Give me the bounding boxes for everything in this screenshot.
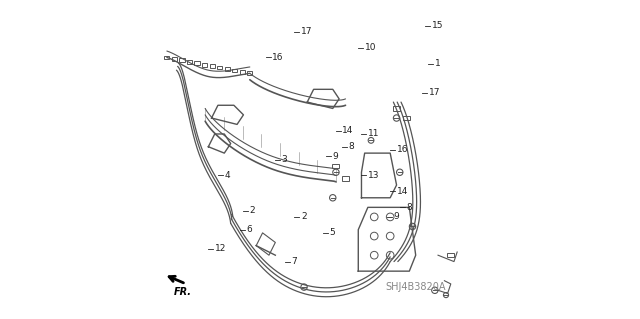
Bar bbox=[342, 176, 349, 181]
Bar bbox=[187, 60, 192, 64]
Bar bbox=[247, 71, 252, 75]
Text: 16: 16 bbox=[272, 53, 284, 62]
Bar bbox=[172, 57, 177, 61]
Text: 16: 16 bbox=[397, 145, 408, 154]
Bar bbox=[232, 69, 237, 72]
Text: FR.: FR. bbox=[174, 287, 192, 297]
Bar bbox=[240, 70, 245, 74]
Bar bbox=[209, 64, 214, 68]
Text: 9: 9 bbox=[333, 152, 339, 161]
Text: 7: 7 bbox=[291, 257, 297, 266]
Text: 13: 13 bbox=[368, 171, 380, 180]
Text: SHJ4B3820A: SHJ4B3820A bbox=[385, 282, 446, 292]
Text: 5: 5 bbox=[330, 228, 335, 237]
Bar bbox=[217, 66, 222, 70]
Bar bbox=[332, 164, 339, 168]
Text: 2: 2 bbox=[301, 212, 307, 221]
Text: 8: 8 bbox=[406, 203, 412, 212]
Text: 11: 11 bbox=[368, 130, 380, 138]
Text: 10: 10 bbox=[365, 43, 376, 52]
Text: 1: 1 bbox=[435, 59, 440, 68]
Bar bbox=[447, 253, 454, 257]
Text: 15: 15 bbox=[431, 21, 443, 30]
Text: 3: 3 bbox=[282, 155, 287, 164]
Text: 17: 17 bbox=[301, 27, 312, 36]
Text: 4: 4 bbox=[224, 171, 230, 180]
Bar bbox=[393, 106, 400, 111]
Bar bbox=[164, 56, 170, 59]
Bar bbox=[195, 61, 200, 65]
Text: 8: 8 bbox=[349, 142, 355, 151]
Bar bbox=[403, 116, 410, 120]
Bar bbox=[179, 58, 184, 62]
Text: 17: 17 bbox=[428, 88, 440, 97]
Text: 14: 14 bbox=[397, 187, 408, 196]
Text: 9: 9 bbox=[394, 212, 399, 221]
Text: 6: 6 bbox=[246, 225, 252, 234]
Bar bbox=[225, 67, 230, 71]
Text: 2: 2 bbox=[250, 206, 255, 215]
Text: 12: 12 bbox=[215, 244, 226, 253]
Text: 14: 14 bbox=[342, 126, 354, 135]
Bar bbox=[202, 63, 207, 67]
